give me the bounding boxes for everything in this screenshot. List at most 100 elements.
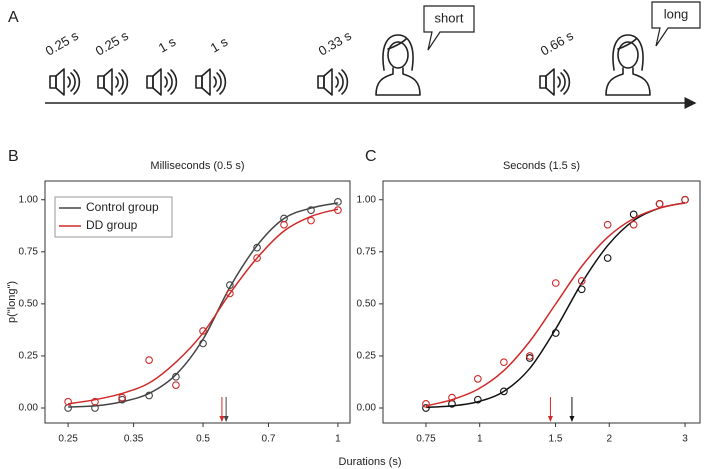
data-point: [629, 220, 638, 229]
data-point: [199, 327, 207, 335]
data-point: [118, 393, 127, 402]
person-icon: [605, 34, 651, 96]
y-tick-label: 0.75: [19, 246, 39, 257]
y-tick-label: 0.00: [357, 403, 377, 414]
fit-curve: [68, 202, 339, 408]
x-tick-label: 1.5: [549, 434, 563, 445]
data-point: [118, 395, 127, 404]
pse-arrowhead: [547, 416, 553, 422]
fit-curve: [68, 208, 339, 405]
panel: C Seconds (1.5 s) 0.00 0.25 0.50 0.75 1.00 0.75…: [357, 148, 701, 445]
panel-letter: B: [8, 148, 19, 165]
data-point: [551, 279, 560, 287]
speaker-icon: [195, 68, 227, 96]
duration-label: 1 s: [156, 34, 179, 56]
data-point: [681, 195, 689, 204]
speech-bubble: [651, 1, 701, 47]
y-tick-label: 0.75: [357, 246, 377, 257]
x-tick-label: 1: [477, 434, 483, 445]
data-point: [603, 254, 612, 262]
chart-title: Milliseconds (0.5 s): [150, 160, 244, 172]
data-point: [473, 374, 482, 383]
duration-label: 0.25 s: [43, 28, 82, 59]
x-tick-label: 3: [682, 434, 688, 445]
plot-frame: [382, 180, 701, 424]
legend-box: [54, 196, 173, 238]
y-tick-label: 0.25: [19, 351, 39, 362]
panel-letter: A: [8, 9, 19, 26]
y-tick-label: 0.25: [357, 351, 377, 362]
response-label: long: [664, 6, 689, 21]
duration-label: 0.33 s: [316, 28, 355, 59]
data-point: [422, 404, 430, 412]
x-tick-label: 2: [606, 434, 612, 445]
y-axis-label: p("long"): [6, 281, 18, 323]
panel-a: A 0.25 s 0.25 s 1 s 1 s 0.33 s 0.66 s sh…: [8, 1, 701, 109]
x-tick-label: 1: [335, 434, 341, 445]
duration-label: 1 s: [208, 34, 231, 56]
data-point: [334, 197, 342, 206]
speaker-icon: [146, 68, 178, 96]
y-tick-label: 0.00: [19, 403, 39, 414]
y-tick-label: 0.50: [357, 299, 377, 310]
plot-frame: [44, 180, 351, 424]
data-point: [91, 397, 99, 406]
y-tick-label: 0.50: [19, 299, 39, 310]
data-point: [525, 354, 534, 362]
legend-label: Control group: [86, 200, 159, 214]
data-point: [577, 285, 586, 294]
speaker-icon: [317, 68, 349, 96]
data-point: [500, 387, 508, 396]
speech-bubble: [423, 5, 475, 51]
x-tick-label: 0.75: [416, 434, 436, 445]
panel: B Milliseconds (0.5 s) p("long") 0.00 0.25 0.…: [6, 148, 351, 445]
data-point: [448, 393, 456, 402]
data-point: [280, 220, 288, 229]
x-tick-label: 0.5: [196, 434, 210, 445]
data-point: [603, 220, 612, 229]
duration-label: 0.66 s: [538, 28, 577, 59]
data-point: [199, 339, 207, 348]
fit-curve: [425, 202, 686, 407]
y-tick-label: 1.00: [357, 194, 377, 205]
x-tick-label: 0.35: [124, 434, 144, 445]
pse-arrowhead: [569, 416, 575, 422]
data-point: [334, 206, 342, 215]
data-point: [253, 243, 261, 252]
data-point: [226, 281, 234, 289]
speaker-icon: [539, 68, 571, 96]
data-point: [253, 254, 261, 262]
speaker-icon: [97, 68, 129, 96]
pse-arrowhead: [223, 416, 229, 422]
data-point: [64, 404, 72, 412]
data-point: [145, 391, 153, 400]
person-icon: [375, 34, 421, 96]
data-point: [655, 200, 664, 208]
duration-label: 0.25 s: [93, 28, 132, 59]
x-axis-label: Durations (s): [339, 456, 402, 468]
data-point: [172, 372, 180, 381]
y-tick-label: 1.00: [19, 194, 39, 205]
speaker-icon: [49, 68, 81, 96]
data-point: [64, 397, 72, 406]
pse-arrowhead: [219, 416, 225, 422]
data-point: [500, 358, 508, 367]
data-point: [172, 381, 180, 389]
fit-curve: [425, 202, 686, 409]
data-point: [226, 289, 234, 298]
data-point: [307, 216, 315, 225]
data-point: [307, 206, 315, 215]
x-tick-label: 0.7: [262, 434, 276, 445]
legend-label: DD group: [86, 218, 138, 232]
data-point: [525, 352, 534, 360]
panel-letter: C: [365, 148, 377, 165]
data-point: [551, 329, 560, 337]
data-point: [422, 399, 430, 408]
data-point: [473, 395, 482, 404]
x-tick-label: 0.25: [58, 434, 78, 445]
data-point: [145, 356, 153, 364]
data-point: [629, 210, 638, 219]
response-label: short: [435, 10, 464, 25]
chart-title: Seconds (1.5 s): [503, 160, 580, 172]
